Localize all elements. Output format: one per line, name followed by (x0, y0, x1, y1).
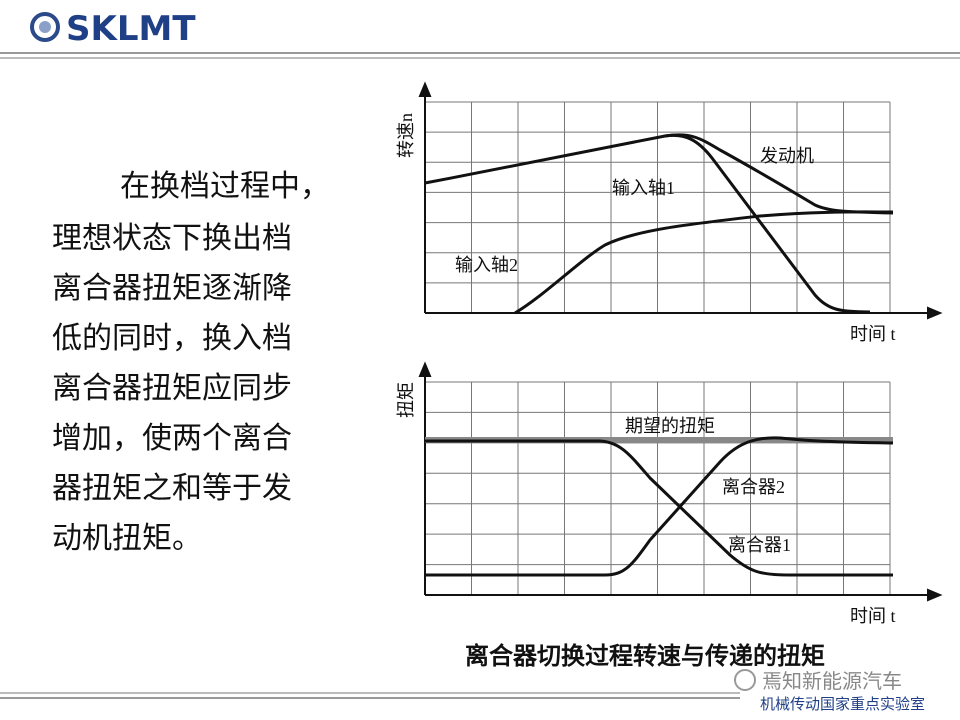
rule (0, 57, 960, 59)
axes-bottom (418, 361, 943, 602)
input-shaft-1-curve (664, 133, 871, 314)
logo-icon (30, 12, 60, 42)
figure-caption: 离合器切换过程转速与传递的扭矩 (465, 642, 825, 670)
logo-text: SKLMT (66, 9, 196, 49)
watermark-icon (734, 669, 756, 691)
axis-arrow (418, 361, 432, 377)
curve-label: 输入轴1 (612, 178, 675, 198)
axes-top (418, 81, 943, 320)
paragraph-line: 动机扭矩。 (52, 522, 202, 555)
curve-label: 输入轴2 (455, 255, 518, 275)
paragraph-line: 理想状态下换出档 (52, 222, 292, 255)
clutch-1-curve (425, 439, 893, 577)
x-axis-label: 时间 t (850, 324, 896, 344)
paragraph-line: 离合器扭矩逐渐降 (52, 272, 292, 305)
chart-labels: 转速n 时间 t 发动机 输入轴1 输入轴2 扭矩 时间 t 期望的扭矩 离合器… (396, 113, 896, 626)
axis-arrow (927, 588, 943, 602)
logo-icon-core (39, 21, 51, 33)
curve-label: 离合器1 (728, 535, 791, 555)
paragraph-line: 器扭矩之和等于发 (52, 472, 292, 505)
y-axis-label: 转速n (396, 113, 416, 158)
footer-lab: 机械传动国家重点实验室 (760, 695, 925, 713)
rule (0, 52, 960, 54)
header-rule (0, 52, 960, 699)
paragraph-line: 低的同时，换入档 (52, 322, 292, 355)
curve-label: 发动机 (760, 146, 814, 166)
x-axis-label: 时间 t (850, 606, 896, 626)
curve-label: 离合器2 (722, 477, 785, 497)
clutch-2-curve (425, 436, 894, 577)
paragraph: 在换档过程中， 理想状态下换出档 离合器扭矩逐渐降 低的同时，换入档 离合器扭矩… (52, 170, 330, 555)
axis-arrow (927, 306, 943, 320)
engine-curve (424, 133, 894, 215)
logo: SKLMT (30, 9, 196, 49)
grid (425, 381, 891, 595)
paragraph-line: 离合器扭矩应同步 (52, 372, 292, 405)
paragraph-line: 增加，使两个离合 (52, 422, 292, 455)
axis-arrow (418, 81, 432, 97)
rule (0, 692, 740, 694)
watermark: 焉知新能源汽车 (762, 669, 902, 693)
curve-label: 期望的扭矩 (625, 416, 715, 436)
input-shaft-2-curve (514, 210, 894, 315)
y-axis-label: 扭矩 (396, 382, 416, 418)
grid (425, 101, 891, 313)
paragraph-line: 在换档过程中， (120, 170, 330, 203)
rule (0, 697, 740, 699)
